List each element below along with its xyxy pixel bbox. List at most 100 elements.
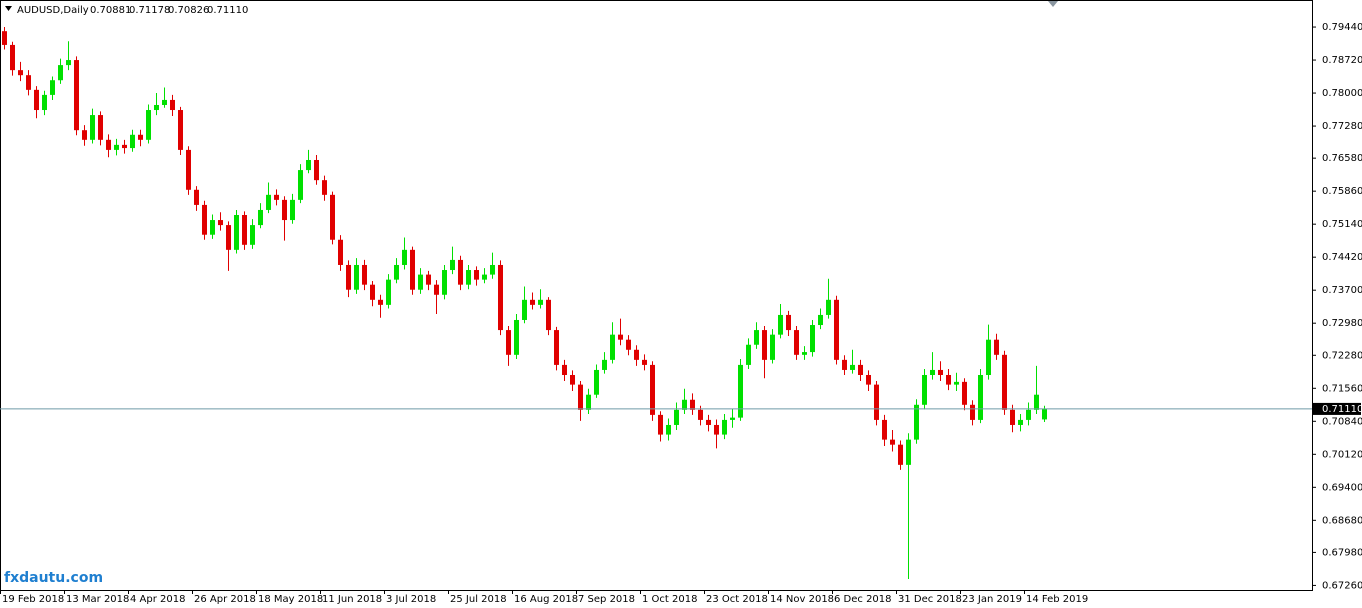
x-tick-label: 23 Oct 2018 (706, 594, 768, 605)
x-tick-label: 14 Nov 2018 (770, 594, 834, 605)
candle-body (330, 194, 335, 240)
x-tick-label: 13 Mar 2018 (66, 594, 129, 605)
candle-body (274, 194, 279, 200)
y-tick-label: 0.78000 (1322, 88, 1362, 99)
candle-body (226, 225, 231, 250)
y-tick-label: 0.70120 (1322, 449, 1362, 460)
candle-body (602, 359, 607, 370)
candle-body (794, 330, 799, 355)
candle-body (66, 60, 71, 66)
x-tick-label: 4 Apr 2018 (130, 594, 185, 605)
y-tick-label: 0.78720 (1322, 55, 1362, 66)
candle-body (834, 299, 839, 360)
candle-body (882, 419, 887, 440)
candle-body (754, 330, 759, 345)
candle-body (10, 44, 15, 71)
candle-body (906, 439, 911, 465)
x-tick-label: 31 Dec 2018 (898, 594, 962, 605)
candle-body (2, 31, 7, 45)
candle-body (970, 404, 975, 420)
candle-body (674, 409, 679, 425)
candle-body (706, 419, 711, 425)
candle-body (162, 99, 167, 105)
candle-body (762, 330, 767, 360)
x-tick-label: 1 Oct 2018 (642, 594, 697, 605)
candle-body (418, 274, 423, 290)
candle-body (850, 364, 855, 370)
candle-body (434, 284, 439, 295)
candle-body (810, 325, 815, 353)
candle-body (146, 110, 151, 140)
candle-body (682, 399, 687, 410)
candle-body (130, 134, 135, 149)
candle-body (1026, 409, 1031, 420)
candle-body (858, 364, 863, 375)
header-quote: 0.71110 (207, 5, 248, 16)
candle-body (122, 144, 127, 149)
candle-body (898, 444, 903, 465)
candle-body (410, 249, 415, 290)
header-quote: 0.70826 (168, 5, 209, 16)
candle-body (194, 189, 199, 205)
candle-body (866, 374, 871, 385)
watermark: fxdautu.com (4, 570, 103, 586)
candle-body (386, 279, 391, 305)
x-tick-label: 6 Dec 2018 (834, 594, 892, 605)
candle-body (402, 249, 407, 265)
y-tick-label: 0.72280 (1322, 350, 1362, 361)
x-tick-label: 14 Feb 2019 (1026, 594, 1088, 605)
candle-body (82, 130, 87, 140)
candle-body (138, 134, 143, 140)
y-tick-label: 0.76580 (1322, 153, 1362, 164)
plot-frame (0, 0, 1313, 591)
candle-body (986, 339, 991, 375)
candle-body (442, 270, 447, 295)
candle-body (290, 199, 295, 221)
x-tick-label: 23 Jan 2019 (962, 594, 1022, 605)
candle-body (362, 264, 367, 285)
candle-body (890, 439, 895, 445)
candle-body (506, 330, 511, 355)
y-tick-label: 0.75140 (1322, 219, 1362, 230)
candle-body (714, 424, 719, 435)
candle-body (914, 404, 919, 440)
candle-body (306, 159, 311, 171)
y-tick-label: 0.79440 (1322, 22, 1362, 33)
candle-body (90, 115, 95, 140)
candle-body (370, 284, 375, 300)
y-tick-label: 0.70840 (1322, 416, 1362, 427)
candle-body (50, 80, 55, 95)
candle-body (1002, 354, 1007, 410)
candle-body (234, 215, 239, 250)
candle-body (786, 314, 791, 331)
x-tick-label: 25 Jul 2018 (450, 594, 507, 605)
candle-body (266, 194, 271, 210)
candle-body (34, 89, 39, 111)
candle-body (298, 170, 303, 200)
candle-body (354, 264, 359, 290)
candle-body (242, 215, 247, 245)
candle-body (514, 319, 519, 355)
candle-body (946, 374, 951, 385)
candle-body (114, 144, 119, 150)
y-tick-label: 0.74420 (1322, 252, 1362, 263)
x-tick-label: 19 Feb 2018 (2, 594, 64, 605)
candle-body (1010, 409, 1015, 425)
x-tick-label: 7 Sep 2018 (578, 594, 635, 605)
candle-body (666, 424, 671, 435)
candle-body (314, 159, 319, 181)
candle-body (482, 274, 487, 280)
candle-body (202, 204, 207, 235)
candle-body (378, 299, 383, 305)
candle-body (826, 299, 831, 315)
candle-body (466, 270, 471, 285)
candle-body (178, 110, 183, 150)
candle-body (578, 384, 583, 410)
candle-body (26, 75, 31, 90)
candle-body (930, 369, 935, 375)
x-tick-label: 26 Apr 2018 (194, 594, 256, 605)
scroll-marker (1048, 1, 1058, 7)
y-tick-label: 0.67260 (1322, 580, 1362, 591)
candle-body (570, 374, 575, 385)
